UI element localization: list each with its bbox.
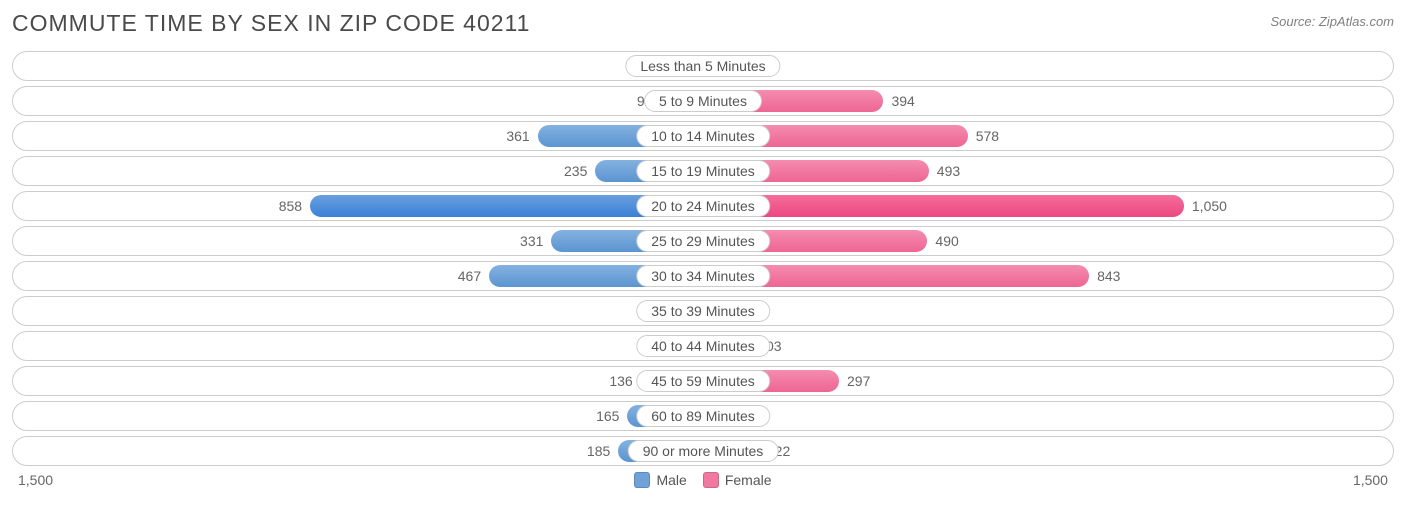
female-half: 297 [703, 370, 1390, 392]
female-half: 490 [703, 230, 1390, 252]
category-label: 90 or more Minutes [628, 440, 779, 462]
male-half: 235 [16, 160, 703, 182]
male-value: 467 [458, 268, 481, 284]
male-swatch-icon [634, 472, 650, 488]
female-value: 394 [891, 93, 914, 109]
chart-row: 235 493 15 to 19 Minutes [12, 156, 1394, 186]
female-half: 122 [703, 440, 1390, 462]
female-half: 103 [703, 335, 1390, 357]
category-label: 10 to 14 Minutes [636, 125, 770, 147]
female-half: 60 [703, 55, 1390, 77]
legend-male-label: Male [656, 472, 686, 488]
category-label: 15 to 19 Minutes [636, 160, 770, 182]
category-label: 20 to 24 Minutes [636, 195, 770, 217]
male-value: 235 [564, 163, 587, 179]
female-half: 20 [703, 300, 1390, 322]
category-label: 35 to 39 Minutes [636, 300, 770, 322]
category-label: 40 to 44 Minutes [636, 335, 770, 357]
male-half: 185 [16, 440, 703, 462]
female-swatch-icon [703, 472, 719, 488]
category-label: 5 to 9 Minutes [644, 90, 762, 112]
female-bar [703, 195, 1184, 217]
female-value: 297 [847, 373, 870, 389]
male-value: 361 [506, 128, 529, 144]
male-value: 858 [279, 198, 302, 214]
female-value: 493 [937, 163, 960, 179]
male-half: 858 [16, 195, 703, 217]
male-value: 165 [596, 408, 619, 424]
female-value: 578 [976, 128, 999, 144]
male-value: 136 [609, 373, 632, 389]
female-half: 843 [703, 265, 1390, 287]
male-half: 467 [16, 265, 703, 287]
diverging-bar-chart: 560Less than 5 Minutes 93 394 5 to 9 Minute… [12, 51, 1394, 466]
female-value: 843 [1097, 268, 1120, 284]
chart-row: 1410340 to 44 Minutes [12, 331, 1394, 361]
chart-row: 331 490 25 to 29 Minutes [12, 226, 1394, 256]
axis-max-left: 1,500 [18, 472, 53, 488]
male-half: 331 [16, 230, 703, 252]
chart-row: 93 394 5 to 9 Minutes [12, 86, 1394, 116]
female-half: 493 [703, 160, 1390, 182]
chart-footer: 1,500 Male Female 1,500 [12, 472, 1394, 488]
female-half: 394 [703, 90, 1390, 112]
male-half: 93 [16, 90, 703, 112]
male-half: 5 [16, 55, 703, 77]
chart-row: 185 12290 or more Minutes [12, 436, 1394, 466]
chart-source: Source: ZipAtlas.com [1270, 14, 1394, 29]
male-half: 18 [16, 300, 703, 322]
legend-female-label: Female [725, 472, 772, 488]
male-half: 136 [16, 370, 703, 392]
female-half: 578 [703, 125, 1390, 147]
chart-row: 182035 to 39 Minutes [12, 296, 1394, 326]
category-label: 30 to 34 Minutes [636, 265, 770, 287]
chart-header: COMMUTE TIME BY SEX IN ZIP CODE 40211 So… [12, 10, 1394, 37]
chart-row: 858 1,050 20 to 24 Minutes [12, 191, 1394, 221]
legend-male: Male [634, 472, 686, 488]
chart-row: 136 297 45 to 59 Minutes [12, 366, 1394, 396]
female-half: 79 [703, 405, 1390, 427]
chart-row: 361 578 10 to 14 Minutes [12, 121, 1394, 151]
female-value: 490 [935, 233, 958, 249]
male-half: 165 [16, 405, 703, 427]
category-label: 45 to 59 Minutes [636, 370, 770, 392]
legend-female: Female [703, 472, 772, 488]
male-half: 14 [16, 335, 703, 357]
male-value: 185 [587, 443, 610, 459]
female-value: 1,050 [1192, 198, 1227, 214]
category-label: 60 to 89 Minutes [636, 405, 770, 427]
male-half: 361 [16, 125, 703, 147]
category-label: Less than 5 Minutes [625, 55, 780, 77]
chart-row: 165 7960 to 89 Minutes [12, 401, 1394, 431]
category-label: 25 to 29 Minutes [636, 230, 770, 252]
male-value: 331 [520, 233, 543, 249]
legend: Male Female [634, 472, 771, 488]
chart-row: 467 843 30 to 34 Minutes [12, 261, 1394, 291]
axis-max-right: 1,500 [1353, 472, 1388, 488]
chart-row: 560Less than 5 Minutes [12, 51, 1394, 81]
female-half: 1,050 [703, 195, 1390, 217]
chart-title: COMMUTE TIME BY SEX IN ZIP CODE 40211 [12, 10, 530, 37]
